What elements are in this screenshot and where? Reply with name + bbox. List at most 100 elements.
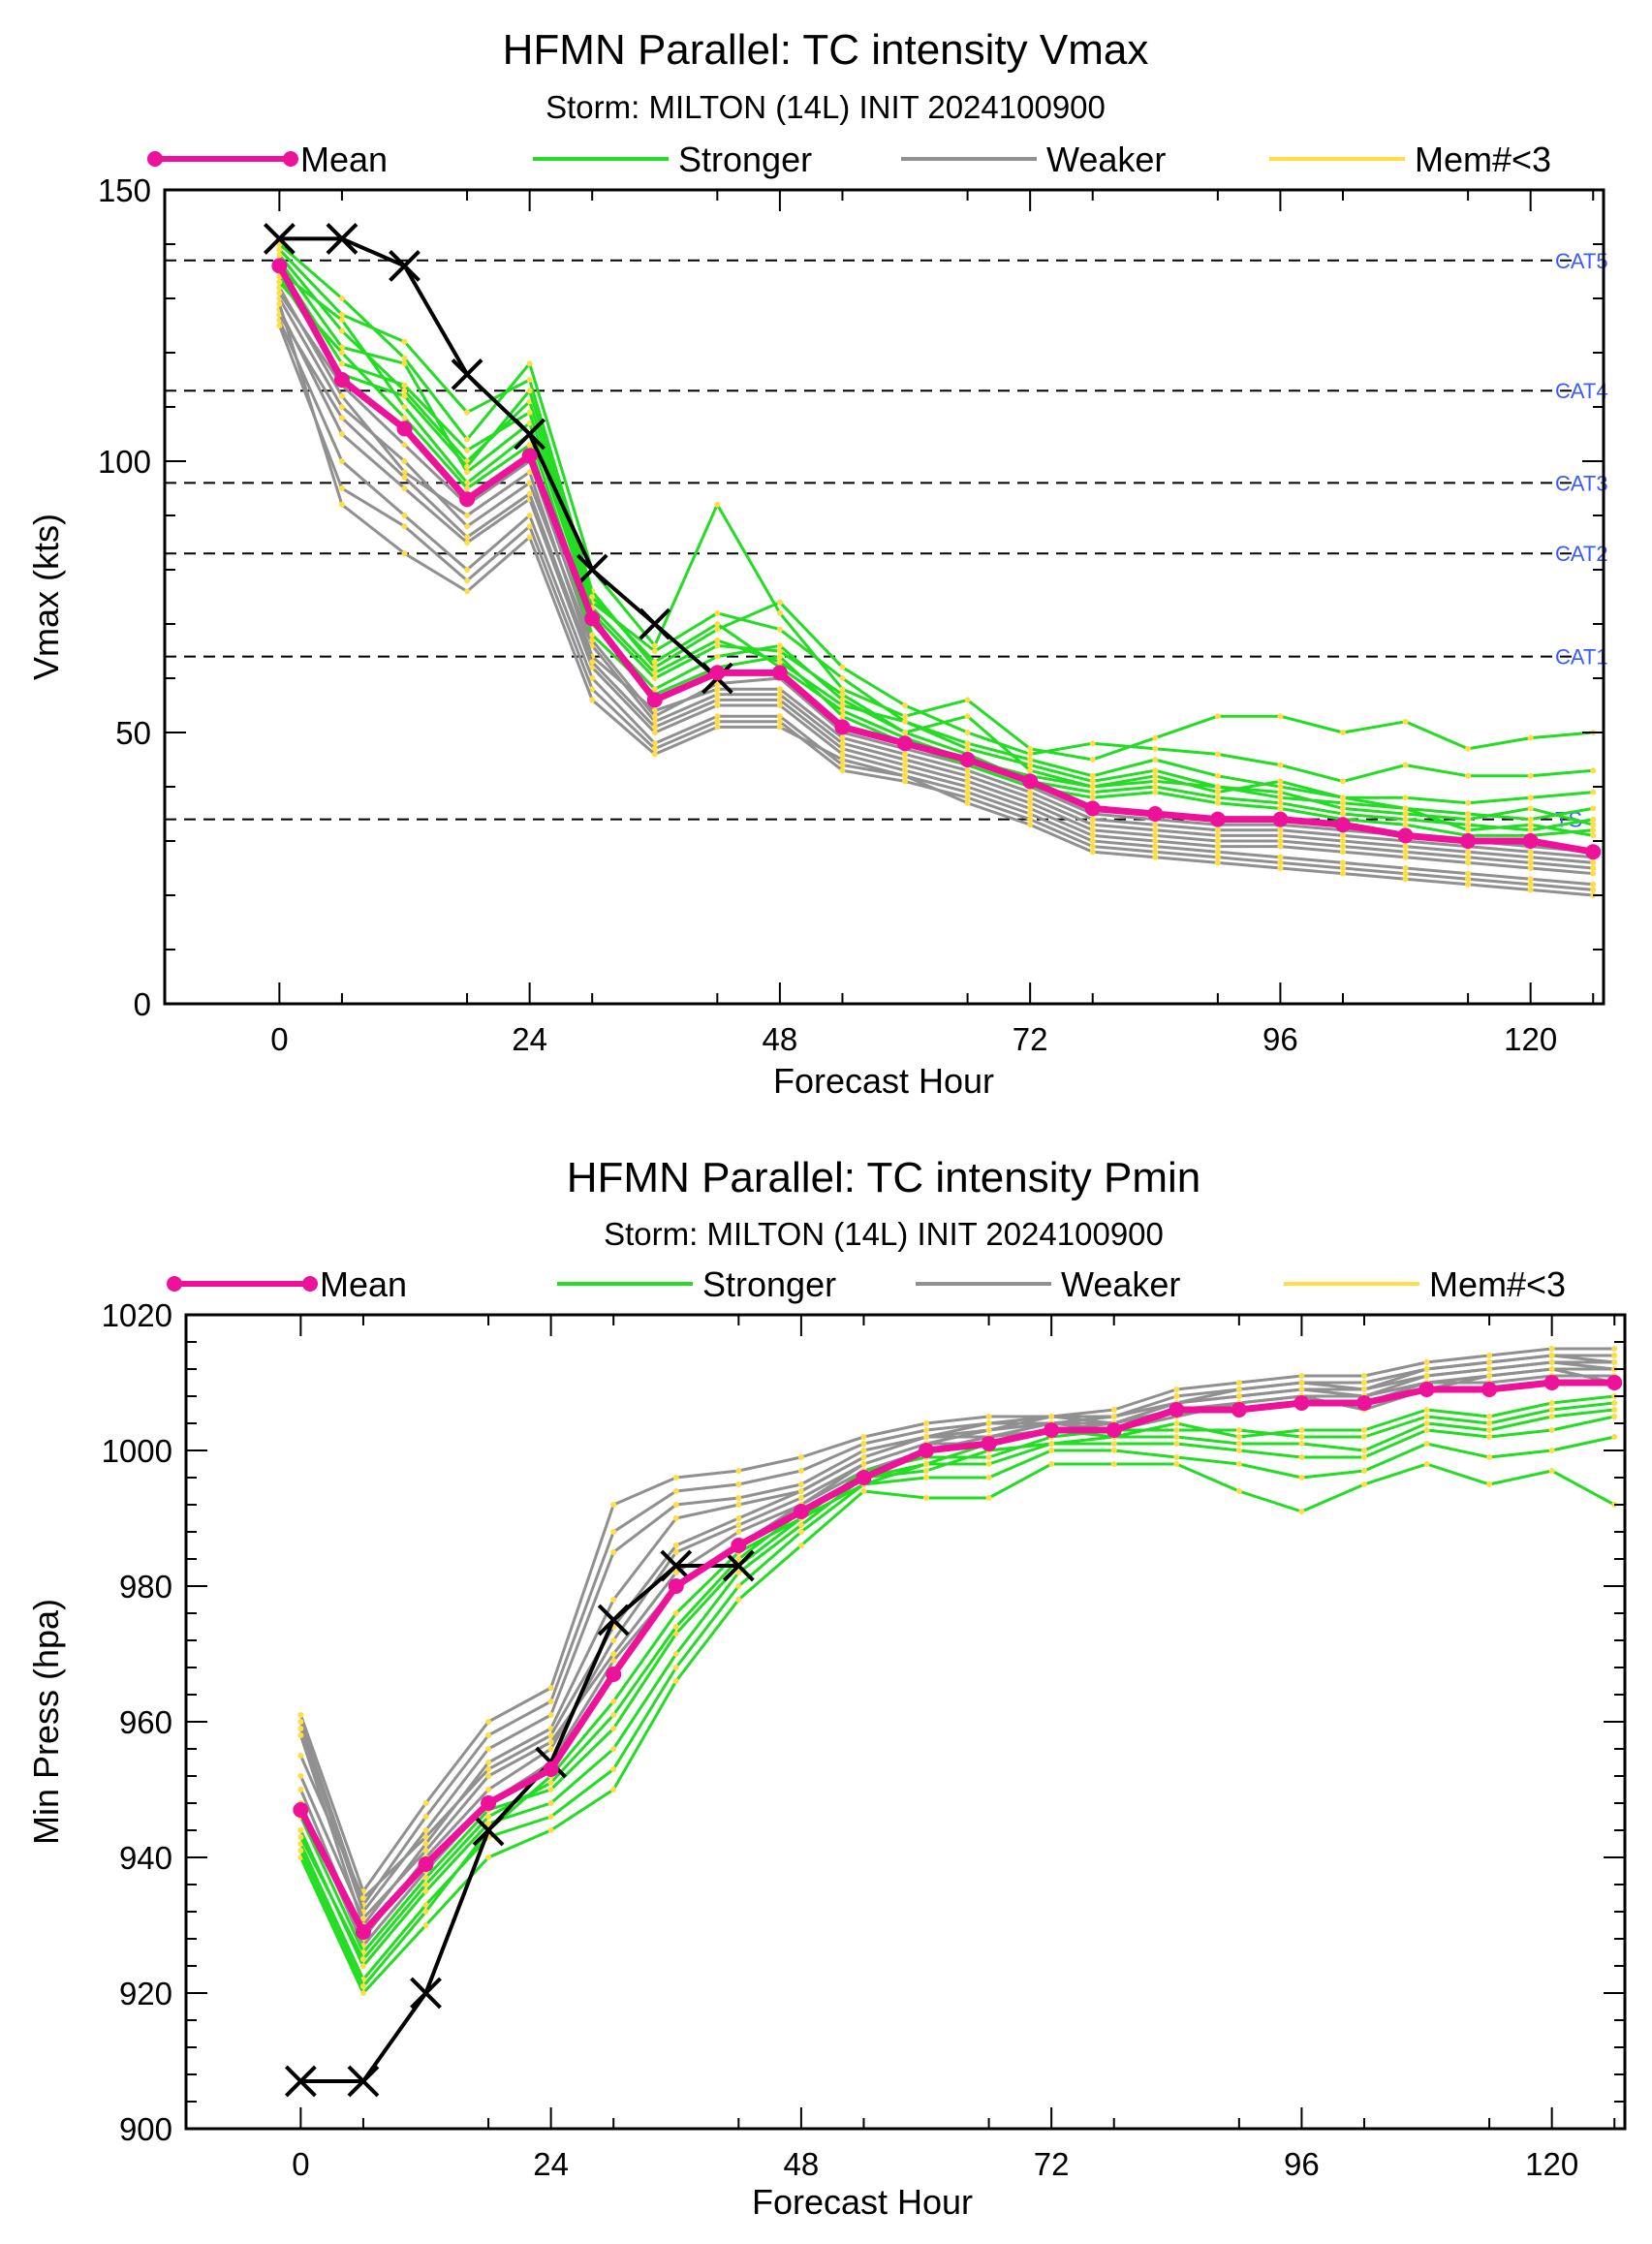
pmin-x-tick-label: 0 — [292, 2146, 309, 2182]
pmin-y-tick-label: 1000 — [102, 1433, 172, 1469]
pmin-x-tick-label: 48 — [784, 2146, 820, 2182]
pmin-weaker-member-1-point — [547, 1699, 554, 1704]
vmax-stronger-member-4 — [278, 265, 1594, 826]
vmax-weaker-member-0-point — [776, 691, 783, 698]
vmax-stronger-member-1-point — [276, 246, 283, 253]
pmin-stronger-member-4-point — [359, 1956, 366, 1962]
vmax-stronger-member-0-point — [338, 296, 345, 301]
vmax-stronger-member-5-point — [338, 317, 345, 324]
vmax-weaker-member-5-point — [1527, 881, 1534, 888]
pmin-weaker-member-0-point — [1423, 1359, 1430, 1365]
pmin-stronger-member-3-point — [1235, 1427, 1242, 1433]
pmin-weaker-member-0-point — [797, 1454, 804, 1460]
pmin-weaker-member-4-point — [672, 1549, 679, 1555]
vmax-observed-marker — [639, 608, 671, 640]
vmax-stronger-member-5-point — [464, 480, 471, 486]
vmax-stronger-member-3-point — [401, 360, 408, 367]
vmax-x-tick-label: 0 — [270, 1021, 288, 1057]
vmax-stronger-member-0-point — [1277, 713, 1284, 720]
pmin-weaker-member-0-point — [923, 1420, 930, 1426]
vmax-mean-point — [709, 665, 726, 681]
vmax-legend-label-0: Mean — [300, 140, 388, 179]
vmax-weaker-member-4-point — [1277, 838, 1284, 844]
pmin-stronger-member-3-point — [672, 1631, 679, 1636]
vmax-stronger-member-5-point — [714, 653, 721, 660]
pmin-weaker-member-3-point — [735, 1502, 742, 1508]
pmin-weaker-member-6-point — [1235, 1393, 1242, 1399]
vmax-stronger-member-6-point — [1465, 826, 1472, 833]
pmin-ensemble-members — [297, 1346, 1618, 1996]
vmax-mean-point — [897, 735, 914, 752]
vmax-stronger-member-0-point — [964, 697, 971, 703]
vmax-observed-marker — [389, 249, 421, 282]
pmin-weaker-member-7-point — [735, 1515, 742, 1521]
pmin-stronger-member-1-point — [672, 1665, 679, 1670]
vmax-stronger-member-3-point — [964, 713, 971, 720]
vmax-stronger-member-4-point — [338, 360, 345, 367]
vmax-mean-point — [1272, 811, 1289, 827]
vmax-weaker-member-3-point — [526, 469, 533, 476]
pmin-mean-point — [1543, 1375, 1560, 1390]
vmax-weaker-member-1-point — [1152, 838, 1159, 844]
vmax-stronger-member-6-point — [839, 707, 846, 714]
vmax-stronger-member-6-point — [1402, 805, 1409, 812]
vmax-stronger-member-5-point — [1214, 795, 1221, 801]
vmax-threshold-label-4: CAT1 — [1555, 645, 1608, 670]
pmin-stronger-member-1-point — [1611, 1434, 1618, 1440]
vmax-weaker-member-6-point — [714, 724, 721, 731]
vmax-stronger-member-2-point — [401, 388, 408, 394]
vmax-weaker-member-5-point — [651, 745, 658, 752]
vmax-mean-point — [1147, 806, 1164, 822]
vmax-stronger-member-0-point — [1465, 745, 1472, 752]
vmax-mean-point — [1022, 773, 1039, 790]
pmin-x-tick-label: 120 — [1525, 2146, 1578, 2182]
vmax-stronger-member-3-point — [1465, 811, 1472, 817]
pmin-weaker-member-0-point — [547, 1685, 554, 1691]
vmax-weaker-member-5-point — [1465, 876, 1472, 883]
vmax-weaker-member-4-point — [1152, 832, 1159, 839]
pmin-mean-point — [355, 1924, 371, 1940]
pmin-mean-point — [1356, 1395, 1372, 1411]
vmax-weaker-member-5-point — [526, 523, 533, 530]
vmax-weaker-member-6-point — [589, 697, 596, 703]
vmax-weaker-member-2-point — [589, 675, 596, 681]
pmin-stronger-member-1-point — [1423, 1441, 1430, 1447]
vmax-weaker-member-6-point — [338, 501, 345, 508]
pmin-stronger-member-2-point — [1360, 1454, 1367, 1460]
vmax-weaker-member-0-point — [526, 480, 533, 486]
vmax-weaker-member-2-point — [1152, 843, 1159, 850]
vmax-threshold-label-2: CAT3 — [1555, 471, 1608, 495]
pmin-legend-label-3: Mem#<3 — [1429, 1264, 1566, 1304]
vmax-legend: Mean Stronger Weaker Mem#<3 — [147, 140, 1551, 179]
vmax-mean-point — [521, 448, 538, 464]
vmax-weaker-member-1-point — [902, 767, 909, 774]
vmax-mean-point — [584, 610, 601, 627]
pmin-stronger-member-4-point — [1360, 1448, 1367, 1453]
pmin-weaker-member-7-point — [422, 1834, 429, 1840]
pmin-stronger-member-2-point — [547, 1800, 554, 1806]
vmax-stronger-member-6-point — [526, 388, 533, 394]
pmin-weaker-member-3-point — [672, 1515, 679, 1521]
pmin-stronger-member-2-point — [422, 1888, 429, 1894]
vmax-stronger-member-3-point — [839, 691, 846, 698]
vmax-legend-dot-end — [283, 151, 298, 167]
pmin-mean-point — [856, 1470, 872, 1485]
pmin-stronger-member-5 — [299, 1394, 1615, 1988]
pmin-mean-line — [297, 1379, 1615, 1936]
vmax-stronger-member-1-point — [964, 730, 971, 735]
vmax-weaker-member-6 — [277, 303, 1594, 897]
pmin-mean-point — [1169, 1402, 1185, 1418]
vmax-threshold-label-1: CAT4 — [1555, 379, 1608, 403]
vmax-stronger-member-0-point — [526, 360, 533, 367]
pmin-stronger-member-0-point — [359, 1990, 366, 1996]
pmin-weaker-member-4-point — [610, 1637, 617, 1643]
vmax-observed-marker — [263, 222, 296, 255]
pmin-stronger-member-2-point — [672, 1651, 679, 1657]
vmax-ensemble-members — [276, 241, 1597, 898]
vmax-stronger-member-6-point — [589, 594, 596, 600]
vmax-weaker-member-1-point — [651, 730, 658, 735]
pmin-weaker-member-6-point — [985, 1427, 992, 1433]
pmin-weaker-member-0-point — [1486, 1353, 1493, 1358]
pmin-stronger-member-5-point — [923, 1461, 930, 1467]
vmax-weaker-member-3-point — [338, 392, 345, 399]
